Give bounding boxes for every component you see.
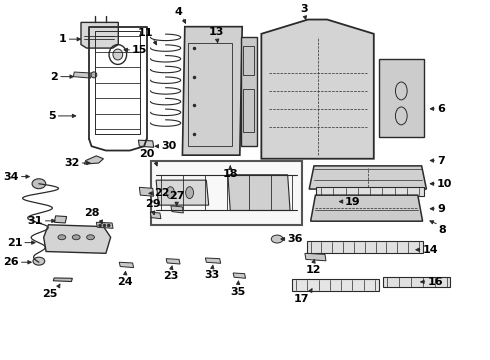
Polygon shape bbox=[156, 180, 209, 205]
Polygon shape bbox=[119, 262, 134, 267]
Text: 10: 10 bbox=[437, 179, 452, 189]
Text: 6: 6 bbox=[437, 104, 445, 114]
Polygon shape bbox=[261, 19, 374, 159]
Polygon shape bbox=[241, 37, 257, 146]
Ellipse shape bbox=[87, 235, 95, 240]
Text: 16: 16 bbox=[427, 277, 443, 287]
Polygon shape bbox=[74, 72, 92, 78]
Polygon shape bbox=[138, 140, 154, 147]
Polygon shape bbox=[182, 27, 242, 155]
Polygon shape bbox=[54, 216, 67, 223]
Text: 8: 8 bbox=[439, 225, 446, 235]
Text: 11: 11 bbox=[137, 28, 153, 38]
Text: 35: 35 bbox=[230, 287, 245, 297]
Text: 24: 24 bbox=[117, 276, 133, 287]
Bar bbox=[151, 161, 302, 225]
Text: 27: 27 bbox=[169, 191, 184, 201]
Text: 15: 15 bbox=[132, 45, 147, 55]
Text: 21: 21 bbox=[7, 238, 22, 248]
Ellipse shape bbox=[103, 224, 106, 227]
Polygon shape bbox=[228, 175, 290, 211]
Bar bbox=[243, 46, 254, 75]
Ellipse shape bbox=[107, 224, 110, 227]
Polygon shape bbox=[233, 273, 245, 278]
Text: 30: 30 bbox=[161, 141, 176, 151]
Text: 31: 31 bbox=[27, 216, 43, 226]
Text: 2: 2 bbox=[50, 72, 58, 82]
Ellipse shape bbox=[98, 224, 101, 227]
Polygon shape bbox=[84, 156, 103, 164]
Text: 17: 17 bbox=[294, 294, 309, 303]
Text: 26: 26 bbox=[3, 257, 19, 267]
Text: 22: 22 bbox=[154, 188, 169, 198]
Text: 29: 29 bbox=[145, 199, 161, 210]
Polygon shape bbox=[44, 225, 111, 253]
Text: 9: 9 bbox=[437, 204, 445, 214]
Polygon shape bbox=[81, 22, 118, 48]
Text: 1: 1 bbox=[59, 34, 67, 44]
Bar bbox=[188, 44, 232, 146]
Text: 14: 14 bbox=[422, 245, 438, 255]
Text: 20: 20 bbox=[139, 149, 155, 159]
Ellipse shape bbox=[32, 179, 46, 189]
Text: 25: 25 bbox=[42, 289, 57, 299]
Polygon shape bbox=[139, 187, 154, 196]
Polygon shape bbox=[309, 166, 426, 189]
Polygon shape bbox=[379, 59, 424, 137]
Text: 3: 3 bbox=[300, 4, 308, 14]
Text: 33: 33 bbox=[204, 270, 220, 280]
Polygon shape bbox=[383, 276, 450, 287]
Text: 18: 18 bbox=[222, 170, 238, 179]
Polygon shape bbox=[166, 259, 180, 264]
Ellipse shape bbox=[186, 187, 194, 199]
Ellipse shape bbox=[271, 235, 283, 243]
Text: 7: 7 bbox=[437, 156, 445, 166]
Ellipse shape bbox=[33, 257, 45, 265]
Polygon shape bbox=[317, 187, 424, 196]
Text: 19: 19 bbox=[345, 197, 361, 207]
Ellipse shape bbox=[113, 49, 122, 60]
Polygon shape bbox=[97, 222, 113, 228]
Polygon shape bbox=[150, 212, 161, 219]
Text: 12: 12 bbox=[305, 265, 321, 275]
Polygon shape bbox=[205, 258, 221, 263]
Polygon shape bbox=[305, 253, 326, 261]
Text: 32: 32 bbox=[64, 158, 79, 168]
Polygon shape bbox=[311, 195, 422, 221]
Polygon shape bbox=[307, 241, 422, 253]
Ellipse shape bbox=[58, 235, 66, 240]
Text: 4: 4 bbox=[174, 7, 182, 17]
Text: 5: 5 bbox=[48, 111, 56, 121]
Ellipse shape bbox=[91, 72, 97, 78]
Polygon shape bbox=[293, 279, 379, 291]
Text: 34: 34 bbox=[3, 172, 19, 181]
Ellipse shape bbox=[167, 187, 174, 199]
Polygon shape bbox=[171, 206, 183, 213]
Text: 23: 23 bbox=[163, 271, 179, 281]
Text: 13: 13 bbox=[209, 27, 224, 37]
Text: 28: 28 bbox=[85, 208, 100, 218]
Polygon shape bbox=[53, 278, 73, 282]
Text: 36: 36 bbox=[288, 234, 303, 244]
Bar bbox=[243, 89, 254, 132]
Ellipse shape bbox=[73, 235, 80, 240]
